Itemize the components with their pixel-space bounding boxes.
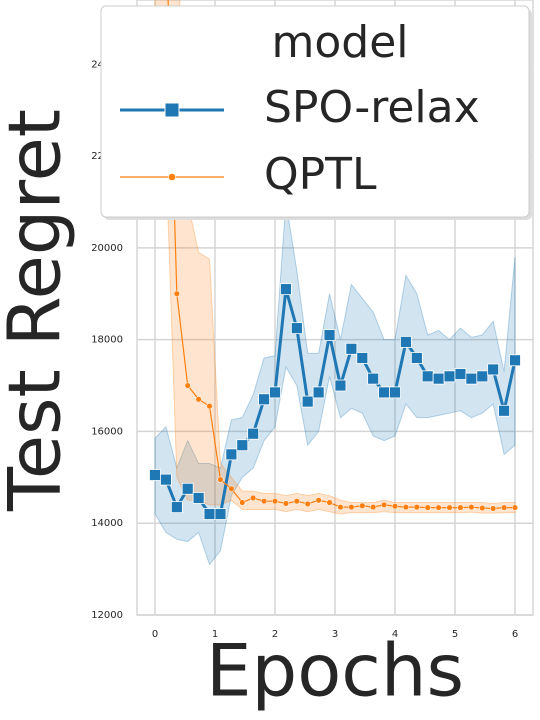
point-marker xyxy=(323,329,336,341)
point-marker xyxy=(424,504,431,511)
point-marker xyxy=(304,500,311,507)
point-marker xyxy=(261,498,268,505)
x-tick-label: 3 xyxy=(332,629,338,640)
point-marker xyxy=(195,396,202,403)
x-tick-label: 2 xyxy=(272,629,278,640)
confidence-band xyxy=(154,0,516,515)
point-marker xyxy=(217,476,224,483)
point-marker xyxy=(312,386,325,399)
point-marker xyxy=(184,382,191,389)
legend-marker xyxy=(164,102,180,118)
point-marker xyxy=(391,503,399,510)
series-group xyxy=(149,0,521,566)
point-marker xyxy=(479,505,486,512)
point-marker xyxy=(410,352,423,364)
x-tick-label: 0 xyxy=(152,629,158,640)
legend-label: QPTL xyxy=(264,149,377,200)
point-marker xyxy=(435,504,442,511)
legend: model SPO-relax QPTL xyxy=(100,5,532,220)
point-marker xyxy=(501,504,508,511)
point-marker xyxy=(228,485,235,492)
point-marker xyxy=(487,363,500,376)
point-marker xyxy=(457,504,464,511)
point-marker xyxy=(334,379,347,392)
point-marker xyxy=(282,500,289,507)
plot-area: 1200014000160001800020000220002400001234… xyxy=(91,0,534,640)
y-axis-label: Test Regret xyxy=(0,109,77,512)
point-marker xyxy=(359,502,366,509)
point-marker xyxy=(239,499,246,506)
x-tick-label: 5 xyxy=(452,629,458,640)
point-marker xyxy=(446,504,453,511)
point-marker xyxy=(170,501,183,514)
x-tick-label: 6 xyxy=(512,629,518,640)
point-marker xyxy=(511,504,519,511)
point-marker xyxy=(367,372,380,385)
point-marker xyxy=(348,504,355,511)
point-marker xyxy=(192,492,205,504)
point-marker xyxy=(337,504,344,511)
point-marker xyxy=(326,499,333,506)
legend-marker xyxy=(168,173,176,181)
point-marker xyxy=(301,395,314,408)
point-marker xyxy=(381,501,388,508)
point-marker xyxy=(378,386,390,399)
y-tick-label: 12000 xyxy=(91,610,123,621)
legend-box xyxy=(100,5,530,218)
point-marker xyxy=(402,504,409,511)
point-marker xyxy=(490,505,497,512)
point-marker xyxy=(413,504,420,511)
point-marker xyxy=(400,336,412,348)
point-marker xyxy=(454,368,467,380)
point-marker xyxy=(160,473,172,486)
point-marker xyxy=(370,504,377,511)
point-marker xyxy=(225,448,238,461)
point-marker xyxy=(290,322,303,335)
point-marker xyxy=(214,508,227,520)
point-marker xyxy=(293,498,300,505)
legend-label: SPO-relax xyxy=(264,82,480,133)
point-marker xyxy=(356,352,369,364)
point-marker xyxy=(250,494,257,502)
x-axis-label: Epochs xyxy=(206,629,464,713)
point-marker xyxy=(206,403,213,410)
point-marker xyxy=(421,370,434,383)
point-marker xyxy=(280,283,292,296)
legend-title: model xyxy=(271,17,408,68)
point-marker xyxy=(181,482,194,495)
point-marker xyxy=(432,372,445,385)
x-tick-label: 1 xyxy=(212,629,218,640)
point-marker xyxy=(203,508,216,520)
point-marker xyxy=(315,497,322,504)
point-marker xyxy=(498,404,510,417)
point-marker xyxy=(509,354,521,367)
y-tick-label: 18000 xyxy=(91,335,123,346)
x-tick-label: 4 xyxy=(392,629,398,640)
y-tick-label: 14000 xyxy=(91,518,123,529)
point-marker xyxy=(345,342,358,355)
point-marker xyxy=(149,469,161,481)
point-marker xyxy=(443,370,456,383)
y-tick-label: 16000 xyxy=(91,426,123,437)
point-marker xyxy=(476,370,489,383)
point-marker xyxy=(389,386,401,399)
point-marker xyxy=(236,439,249,452)
point-marker xyxy=(173,290,180,297)
point-marker xyxy=(468,504,475,511)
plot-frame xyxy=(136,0,534,616)
point-marker xyxy=(465,372,478,385)
series-line xyxy=(167,0,515,510)
point-marker xyxy=(247,427,260,440)
point-marker xyxy=(271,498,279,505)
y-tick-label: 20000 xyxy=(91,243,123,254)
point-marker xyxy=(258,393,270,406)
point-marker xyxy=(269,386,281,399)
